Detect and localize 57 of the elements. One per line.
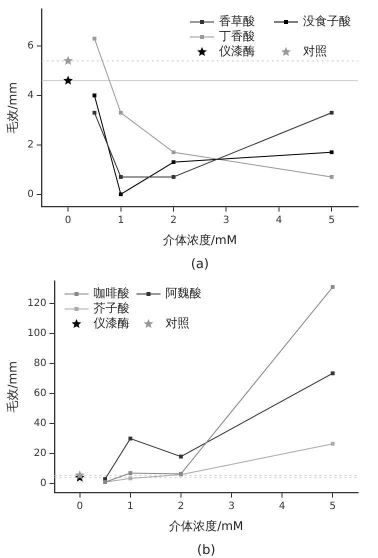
point	[92, 94, 96, 98]
x-tick-label: 0	[64, 215, 72, 226]
y-tick-label: 100	[27, 328, 46, 340]
point	[330, 150, 334, 154]
x-tick-label: 4	[276, 215, 282, 226]
y-tick-label: 80	[34, 358, 46, 370]
legend-label: 阿魏酸	[165, 286, 202, 300]
y-tick-label: 4	[27, 90, 34, 102]
y-axis-title: 毛效/mm	[5, 361, 20, 413]
legend-label: 对照	[303, 44, 327, 58]
x-tick-label: 3	[223, 215, 230, 226]
x-tick-label: 2	[178, 501, 184, 512]
x-tick-label: 0	[76, 501, 83, 512]
point	[172, 175, 176, 179]
point	[63, 56, 73, 65]
x-tick-label: 2	[170, 215, 177, 226]
legend-label: 仪漆酶	[219, 44, 255, 58]
legend-label: 芥子酸	[93, 301, 130, 316]
point	[330, 110, 334, 115]
y-tick-label: 120	[27, 298, 46, 310]
point	[63, 76, 73, 85]
x-tick-label: 1	[127, 501, 134, 512]
point	[172, 160, 176, 164]
y-tick-label: 40	[34, 418, 46, 430]
point	[75, 470, 85, 480]
x-axis-title: 介体浓度/mM	[162, 232, 237, 247]
y-tick-label: 0	[27, 188, 34, 200]
x-tick-label: 5	[330, 501, 336, 512]
point	[179, 454, 183, 458]
point	[118, 175, 123, 179]
x-axis-title: 介体浓度/mM	[169, 518, 244, 533]
point	[330, 175, 334, 179]
point	[128, 476, 132, 480]
legend-label: 没食子酸	[303, 14, 351, 28]
legend-label: 丁香酸	[219, 29, 255, 44]
text: (b)	[197, 542, 216, 558]
y-tick-label: 0	[40, 478, 46, 490]
x-tick-label: 5	[328, 215, 335, 226]
legend-label: 对照	[165, 316, 190, 330]
point	[330, 285, 335, 289]
point	[172, 150, 176, 154]
legend-label: 仪漆酶	[93, 316, 130, 330]
point	[128, 436, 132, 440]
legend-label: 咖啡酸	[93, 286, 130, 300]
x-tick-label: 4	[278, 501, 286, 512]
y-tick-label: 2	[27, 139, 34, 150]
point	[92, 110, 96, 115]
point	[92, 36, 96, 41]
text: (a)	[190, 256, 209, 272]
x-tick-label: 3	[228, 501, 235, 512]
y-tick-label: 6	[27, 40, 34, 52]
y-tick-label: 60	[34, 388, 46, 400]
y-axis-title: 毛效/mm	[5, 82, 20, 134]
x-tick-label: 1	[118, 215, 124, 226]
y-tick-label: 20	[34, 448, 46, 460]
point	[128, 471, 132, 476]
legend-label: 香草酸	[219, 14, 255, 28]
